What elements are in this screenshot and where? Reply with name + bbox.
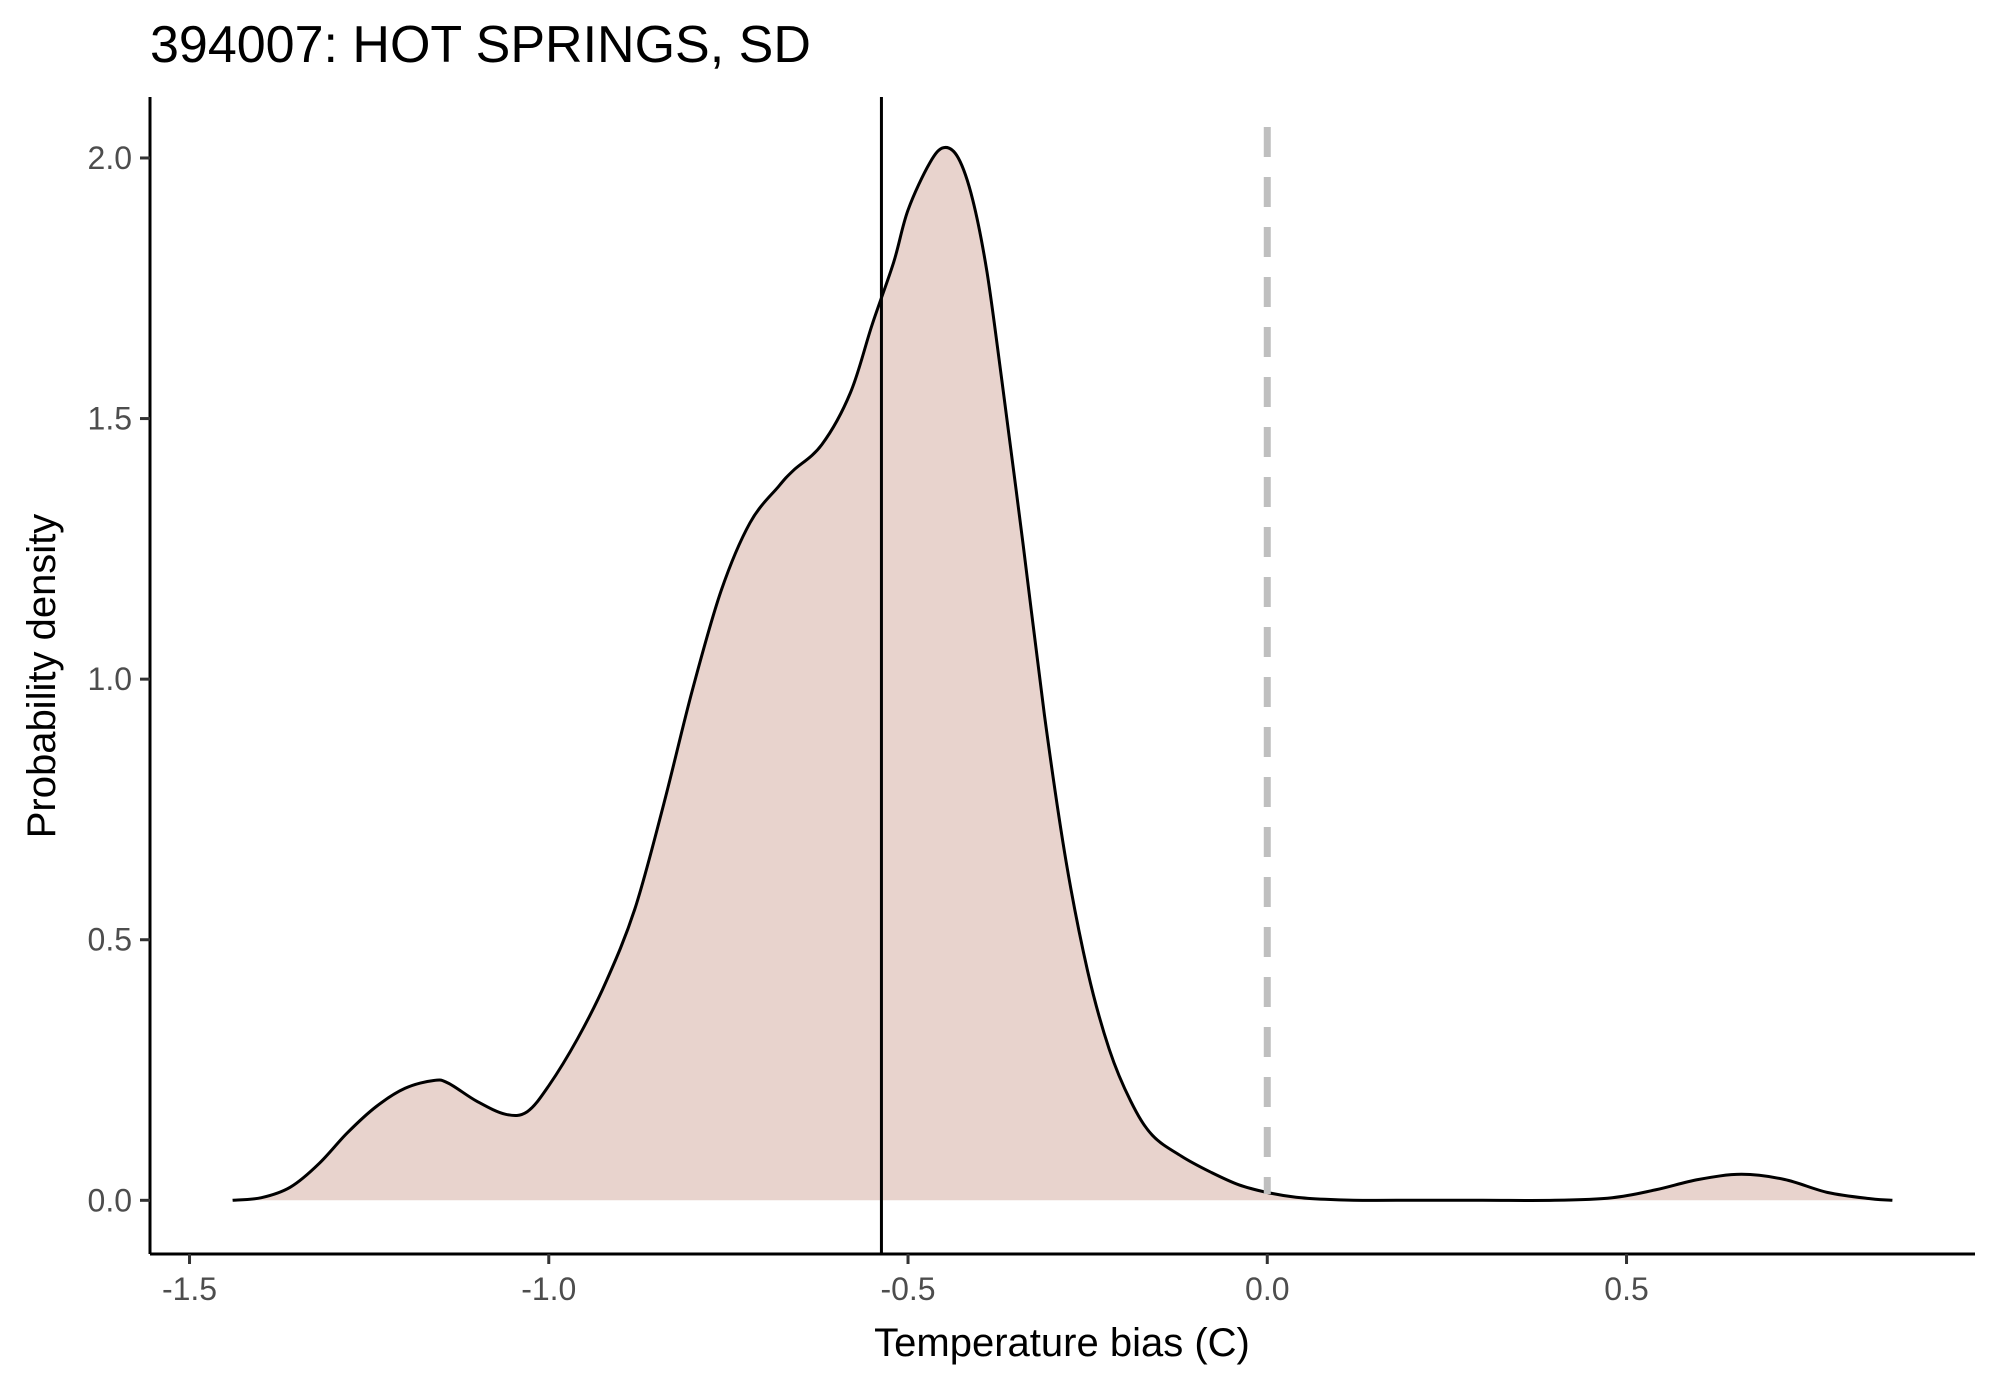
plot-area: [233, 97, 1893, 1254]
y-tick-label: 1.5: [88, 401, 132, 437]
x-axis-ticks: -1.5 -1.0 -0.5 0.0 0.5: [162, 1254, 1649, 1307]
y-tick-label: 2.0: [88, 140, 132, 176]
chart-title: 394007: HOT SPRINGS, SD: [150, 16, 811, 74]
y-tick-label: 1.0: [88, 661, 132, 697]
y-axis-ticks: 0.0 0.5 1.0 1.5 2.0: [88, 140, 150, 1218]
x-tick-label: 0.0: [1245, 1271, 1289, 1307]
y-tick-label: 0.5: [88, 922, 132, 958]
density-area-fill: [233, 147, 1893, 1200]
x-tick-label: -1.0: [521, 1271, 576, 1307]
x-tick-label: -1.5: [162, 1271, 217, 1307]
x-tick-label: -0.5: [880, 1271, 935, 1307]
x-axis-title: Temperature bias (C): [874, 1321, 1250, 1365]
y-axis-title: Probability density: [20, 514, 64, 839]
y-tick-label: 0.0: [88, 1182, 132, 1218]
x-tick-label: 0.5: [1604, 1271, 1648, 1307]
